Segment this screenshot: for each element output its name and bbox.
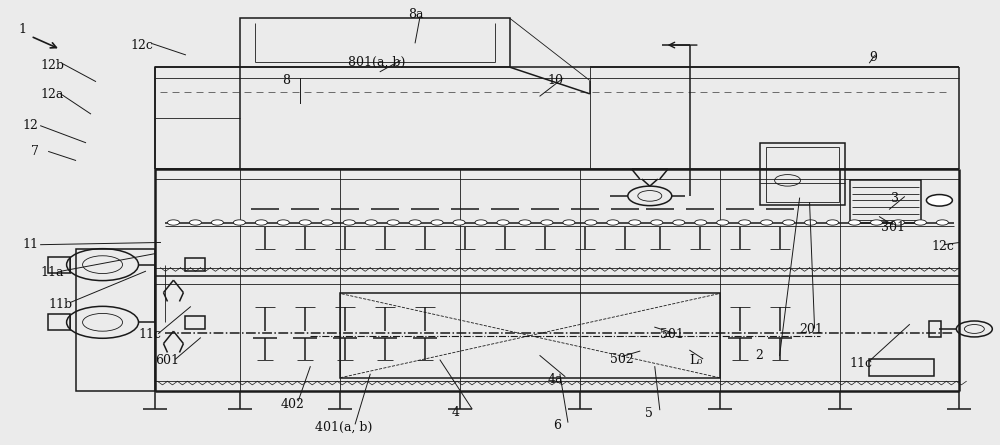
Circle shape xyxy=(914,220,926,225)
Text: 12a: 12a xyxy=(41,88,64,101)
Circle shape xyxy=(321,220,333,225)
Circle shape xyxy=(783,220,795,225)
Circle shape xyxy=(936,220,948,225)
Bar xyxy=(76,249,155,391)
Bar xyxy=(760,143,845,205)
Circle shape xyxy=(167,220,179,225)
Text: 12c: 12c xyxy=(131,39,153,52)
Text: 11a: 11a xyxy=(41,266,64,279)
Text: 6: 6 xyxy=(553,419,561,432)
Circle shape xyxy=(387,220,399,225)
Circle shape xyxy=(673,220,685,225)
Bar xyxy=(929,321,941,337)
Text: 5: 5 xyxy=(645,407,653,420)
Circle shape xyxy=(892,220,904,225)
Text: 11b: 11b xyxy=(49,298,73,311)
Circle shape xyxy=(870,220,882,225)
Circle shape xyxy=(695,220,707,225)
Bar xyxy=(185,258,205,271)
Text: 11c: 11c xyxy=(139,328,162,341)
Text: 10: 10 xyxy=(548,74,564,87)
Circle shape xyxy=(849,220,860,225)
Text: 601: 601 xyxy=(155,354,179,368)
Text: 12: 12 xyxy=(23,119,39,132)
Bar xyxy=(48,314,70,330)
Circle shape xyxy=(541,220,553,225)
Bar xyxy=(869,359,934,376)
Text: 801(a, b): 801(a, b) xyxy=(348,56,406,69)
Text: 7: 7 xyxy=(31,145,39,158)
Circle shape xyxy=(607,220,619,225)
Circle shape xyxy=(453,220,465,225)
Text: 9: 9 xyxy=(869,51,877,64)
Text: 11: 11 xyxy=(23,238,39,251)
Circle shape xyxy=(277,220,289,225)
Text: L₀: L₀ xyxy=(690,353,703,367)
Text: 3: 3 xyxy=(891,192,899,205)
Circle shape xyxy=(233,220,245,225)
Bar xyxy=(155,67,240,169)
Text: 2: 2 xyxy=(756,349,764,362)
Text: 8: 8 xyxy=(282,74,290,87)
Circle shape xyxy=(761,220,773,225)
Bar xyxy=(766,147,839,202)
Text: 502: 502 xyxy=(610,352,634,366)
Circle shape xyxy=(563,220,575,225)
Circle shape xyxy=(365,220,377,225)
Circle shape xyxy=(585,220,597,225)
Circle shape xyxy=(739,220,751,225)
Bar xyxy=(48,257,70,273)
Text: 401(a, b): 401(a, b) xyxy=(315,421,373,434)
Circle shape xyxy=(255,220,267,225)
Circle shape xyxy=(805,220,817,225)
Circle shape xyxy=(497,220,509,225)
Circle shape xyxy=(926,194,952,206)
Bar xyxy=(850,180,921,222)
Bar xyxy=(185,316,205,329)
Circle shape xyxy=(299,220,311,225)
Text: 12c: 12c xyxy=(931,240,954,253)
Circle shape xyxy=(651,220,663,225)
Circle shape xyxy=(717,220,729,225)
Circle shape xyxy=(519,220,531,225)
Text: 501: 501 xyxy=(660,328,684,341)
Circle shape xyxy=(629,220,641,225)
Circle shape xyxy=(343,220,355,225)
Text: 301: 301 xyxy=(881,221,905,235)
Circle shape xyxy=(475,220,487,225)
Text: 4a: 4a xyxy=(548,373,563,386)
Circle shape xyxy=(189,220,201,225)
Text: 201: 201 xyxy=(800,324,823,336)
Text: 11c: 11c xyxy=(850,357,873,370)
Circle shape xyxy=(409,220,421,225)
Text: 8a: 8a xyxy=(408,8,424,20)
Text: 1: 1 xyxy=(19,23,27,36)
Text: 12b: 12b xyxy=(41,59,65,72)
Circle shape xyxy=(431,220,443,225)
Circle shape xyxy=(827,220,839,225)
Text: 402: 402 xyxy=(280,398,304,411)
Bar xyxy=(340,294,720,378)
Text: 4: 4 xyxy=(452,406,460,419)
Bar xyxy=(240,18,510,67)
Circle shape xyxy=(211,220,223,225)
